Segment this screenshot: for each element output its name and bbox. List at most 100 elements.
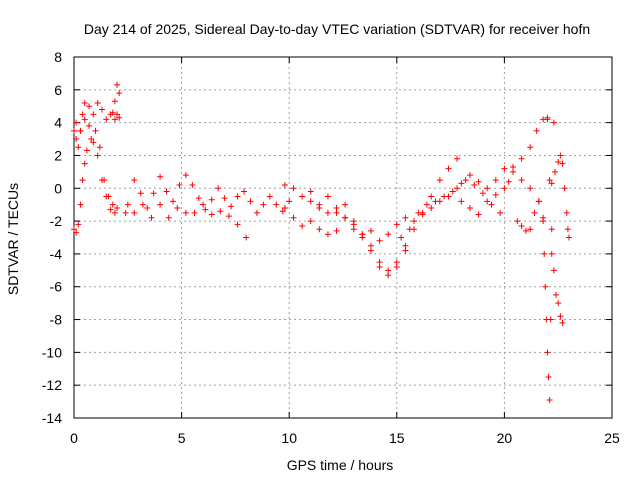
data-point bbox=[163, 188, 170, 195]
data-point bbox=[96, 144, 103, 151]
data-point bbox=[376, 264, 383, 271]
data-point bbox=[333, 209, 340, 216]
data-point bbox=[157, 201, 164, 208]
data-point bbox=[243, 234, 250, 241]
x-tick-label: 0 bbox=[70, 430, 78, 446]
data-point bbox=[324, 209, 331, 216]
data-point bbox=[522, 227, 529, 234]
data-point bbox=[247, 198, 254, 205]
data-point bbox=[114, 204, 121, 211]
data-point bbox=[200, 201, 207, 208]
grid bbox=[74, 57, 612, 418]
data-point bbox=[116, 114, 123, 121]
data-point bbox=[564, 226, 571, 233]
data-point bbox=[559, 160, 566, 167]
data-point bbox=[109, 109, 116, 116]
data-point bbox=[342, 201, 349, 208]
data-point bbox=[92, 127, 99, 134]
data-point bbox=[544, 116, 551, 123]
series-track-c bbox=[73, 116, 118, 216]
data-point bbox=[545, 373, 552, 380]
data-point bbox=[454, 185, 461, 192]
data-point bbox=[86, 122, 93, 129]
data-point bbox=[561, 185, 568, 192]
data-point bbox=[71, 226, 77, 233]
data-point bbox=[484, 185, 491, 192]
data-point bbox=[471, 181, 478, 188]
data-point bbox=[527, 185, 534, 192]
series-track-e bbox=[124, 172, 293, 216]
series-track-f bbox=[122, 201, 250, 241]
y-tick-label: 4 bbox=[54, 115, 62, 131]
data-point bbox=[415, 209, 422, 216]
data-point bbox=[333, 227, 340, 234]
data-point bbox=[411, 218, 418, 225]
data-point bbox=[94, 99, 101, 106]
data-point bbox=[124, 201, 131, 208]
data-point bbox=[402, 214, 409, 221]
data-point bbox=[546, 177, 553, 184]
data-point bbox=[290, 185, 297, 192]
data-point bbox=[531, 209, 538, 216]
chart-title: Day 214 of 2025, Sidereal Day-to-day VTE… bbox=[84, 21, 590, 37]
data-point bbox=[307, 198, 314, 205]
data-point bbox=[94, 152, 101, 159]
data-point bbox=[423, 201, 430, 208]
series-track-m bbox=[544, 116, 566, 326]
data-point bbox=[266, 193, 273, 200]
data-point bbox=[419, 211, 426, 218]
x-tick-label: 20 bbox=[497, 430, 513, 446]
data-point bbox=[217, 208, 224, 215]
data-point bbox=[557, 313, 564, 320]
data-point bbox=[116, 90, 123, 97]
data-point bbox=[169, 198, 176, 205]
data-point bbox=[83, 147, 90, 154]
data-point bbox=[367, 247, 374, 254]
data-point bbox=[458, 198, 465, 205]
data-point bbox=[111, 209, 118, 216]
data-point bbox=[241, 188, 248, 195]
data-point bbox=[148, 214, 155, 221]
data-point bbox=[109, 201, 116, 208]
data-point bbox=[176, 181, 183, 188]
x-tick-label: 15 bbox=[389, 430, 405, 446]
x-tick-label: 10 bbox=[281, 430, 297, 446]
data-point bbox=[555, 159, 562, 166]
data-point bbox=[114, 81, 121, 88]
series-track-b bbox=[71, 127, 121, 236]
data-point bbox=[182, 209, 189, 216]
data-point bbox=[466, 204, 473, 211]
data-point bbox=[281, 181, 288, 188]
data-point bbox=[86, 103, 93, 110]
data-point bbox=[350, 226, 357, 233]
data-point bbox=[253, 209, 260, 216]
data-point bbox=[88, 136, 95, 143]
data-point bbox=[510, 163, 517, 170]
data-point bbox=[111, 116, 118, 123]
data-point bbox=[475, 211, 482, 218]
data-point bbox=[492, 177, 499, 184]
data-point bbox=[324, 231, 331, 238]
data-point bbox=[299, 193, 306, 200]
data-point bbox=[234, 193, 241, 200]
x-tick-label: 25 bbox=[604, 430, 620, 446]
data-point bbox=[518, 155, 525, 162]
data-point bbox=[393, 264, 400, 271]
data-point bbox=[342, 214, 349, 221]
series-track-i bbox=[307, 177, 504, 244]
data-point bbox=[501, 185, 508, 192]
data-point bbox=[75, 221, 82, 228]
data-point bbox=[77, 127, 84, 134]
data-point bbox=[544, 349, 551, 356]
data-point bbox=[565, 234, 572, 241]
data-point bbox=[165, 214, 172, 221]
data-point bbox=[307, 188, 314, 195]
data-point bbox=[75, 144, 82, 151]
data-point bbox=[137, 190, 144, 197]
data-point bbox=[359, 234, 366, 241]
data-point bbox=[385, 272, 392, 279]
data-point bbox=[548, 180, 555, 187]
data-point bbox=[553, 291, 560, 298]
data-point bbox=[98, 177, 105, 184]
data-point bbox=[548, 250, 555, 257]
